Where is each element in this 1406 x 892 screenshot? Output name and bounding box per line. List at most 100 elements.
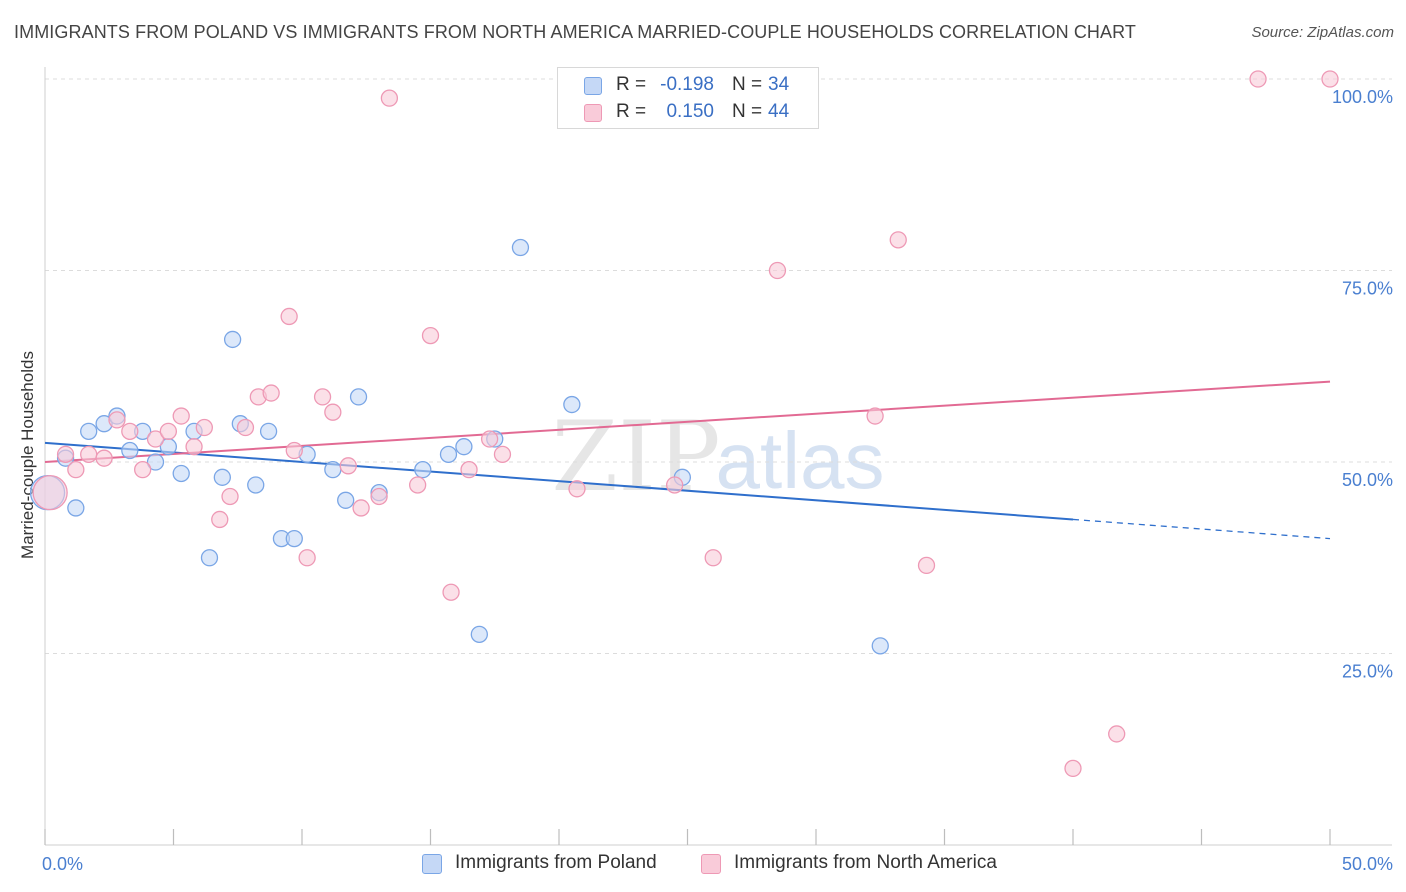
north-america-point-28 — [421, 326, 440, 345]
north-america-n-label: N = — [732, 101, 763, 122]
north-america-point-19 — [285, 441, 303, 460]
north-america-n-value: 44 — [768, 101, 790, 122]
legend-swatch-north-america — [701, 854, 721, 874]
north-america-r-value: 0.150 — [666, 101, 714, 122]
north-america-point-29 — [442, 583, 460, 601]
north-america-swatch — [584, 104, 602, 122]
poland-point-10 — [172, 464, 190, 483]
north-america-point-8 — [146, 430, 165, 448]
poland-point-27 — [455, 438, 473, 456]
watermark-atlas: atlas — [716, 416, 885, 505]
poland-point-30 — [511, 238, 530, 257]
north-america-point-20 — [298, 549, 316, 567]
chart-source: Source: ZipAtlas.com — [1251, 24, 1394, 41]
north-america-point-23 — [339, 457, 357, 475]
north-america-point-25 — [370, 487, 388, 506]
poland-point-19 — [285, 529, 303, 548]
legend-label-north-america: Immigrants from North America — [734, 852, 997, 873]
poland-trend-extension — [1072, 518, 1331, 540]
poland-point-26 — [439, 445, 458, 463]
north-america-point-13 — [211, 510, 229, 529]
north-america-point-37 — [866, 407, 884, 425]
poland-r-value: -0.198 — [660, 74, 714, 95]
north-america-point-26 — [380, 89, 399, 107]
x-tick-label-1: 50.0% — [1342, 854, 1393, 874]
north-america-point-31 — [480, 430, 499, 448]
poland-point-6 — [121, 441, 139, 460]
poland-trend-line — [44, 441, 1074, 521]
north-america-point-18 — [280, 307, 298, 326]
stats-row-north-america: R = 0.150 N = 44 — [558, 101, 818, 127]
stats-row-poland: R = -0.198 N = 34 — [558, 74, 818, 100]
poland-point-21 — [324, 461, 342, 479]
poland-point-25 — [414, 461, 432, 479]
poland-point-16 — [247, 476, 265, 494]
north-america-point-15 — [236, 418, 255, 437]
poland-point-13 — [213, 468, 231, 486]
y-tick-label-1: 50.0% — [1342, 470, 1393, 490]
x-axis — [44, 67, 1392, 846]
north-america-point-10 — [172, 407, 190, 425]
chart-title: IMMIGRANTS FROM POLAND VS IMMIGRANTS FRO… — [14, 22, 1137, 42]
poland-point-23 — [349, 388, 368, 406]
poland-point-33 — [871, 637, 889, 655]
poland-point-28 — [470, 625, 488, 643]
data-points — [29, 70, 1339, 778]
north-america-point-1 — [56, 445, 75, 463]
poland-point-17 — [259, 422, 278, 441]
poland-point-12 — [200, 549, 219, 567]
north-america-point-35 — [704, 549, 722, 567]
poland-point-14 — [223, 330, 242, 349]
north-america-point-4 — [95, 449, 113, 467]
north-america-point-0 — [32, 474, 68, 511]
poland-r-label: R = — [616, 74, 647, 95]
north-america-point-6 — [121, 422, 139, 441]
trend-lines — [44, 380, 1331, 540]
north-america-point-11 — [185, 438, 203, 456]
poland-point-8 — [146, 453, 165, 471]
poland-point-22 — [337, 491, 355, 509]
chart-legend: Immigrants from Poland Immigrants from N… — [0, 852, 1406, 878]
stats-legend-box: R = -0.198 N = 34 R = 0.150 N = 44 — [557, 67, 819, 129]
north-america-point-34 — [666, 476, 684, 494]
north-america-point-42 — [1249, 70, 1267, 88]
north-america-point-3 — [80, 445, 98, 463]
north-america-point-39 — [917, 556, 936, 575]
north-america-point-36 — [768, 261, 787, 280]
north-america-point-5 — [108, 411, 126, 429]
north-america-point-12 — [195, 418, 213, 437]
north-america-point-7 — [134, 461, 152, 479]
north-america-point-17 — [262, 384, 280, 402]
tick-labels: 25.0% 50.0% 75.0% 100.0% 0.0% 50.0% — [42, 87, 1393, 874]
north-america-point-27 — [408, 476, 427, 494]
north-america-point-40 — [1064, 759, 1082, 778]
north-america-point-33 — [568, 480, 586, 498]
north-america-point-32 — [493, 445, 512, 463]
north-america-trend-line — [44, 380, 1331, 463]
north-america-point-24 — [352, 499, 370, 517]
poland-point-31 — [563, 395, 581, 414]
north-america-point-9 — [159, 422, 178, 441]
poland-point-2 — [67, 499, 85, 517]
y-tick-label-0: 25.0% — [1342, 662, 1393, 682]
watermark: ZIP atlas — [551, 401, 884, 513]
y-tick-label-3: 100.0% — [1332, 87, 1393, 107]
north-america-point-41 — [1108, 725, 1126, 743]
north-america-point-38 — [889, 231, 907, 249]
grid-lines — [45, 78, 1392, 654]
north-america-point-21 — [313, 388, 332, 406]
legend-label-poland: Immigrants from Poland — [455, 852, 657, 873]
poland-n-label: N = — [732, 74, 763, 95]
north-america-point-43 — [1321, 70, 1339, 88]
poland-point-3 — [80, 422, 98, 441]
north-america-point-2 — [67, 461, 85, 479]
y-tick-label-2: 75.0% — [1342, 279, 1393, 299]
poland-n-value: 34 — [768, 74, 790, 95]
x-tick-label-0: 0.0% — [42, 854, 83, 874]
poland-swatch — [584, 77, 602, 95]
legend-swatch-poland — [422, 854, 442, 874]
north-america-point-14 — [221, 487, 239, 506]
north-america-point-30 — [460, 461, 478, 479]
north-america-point-22 — [324, 403, 342, 421]
